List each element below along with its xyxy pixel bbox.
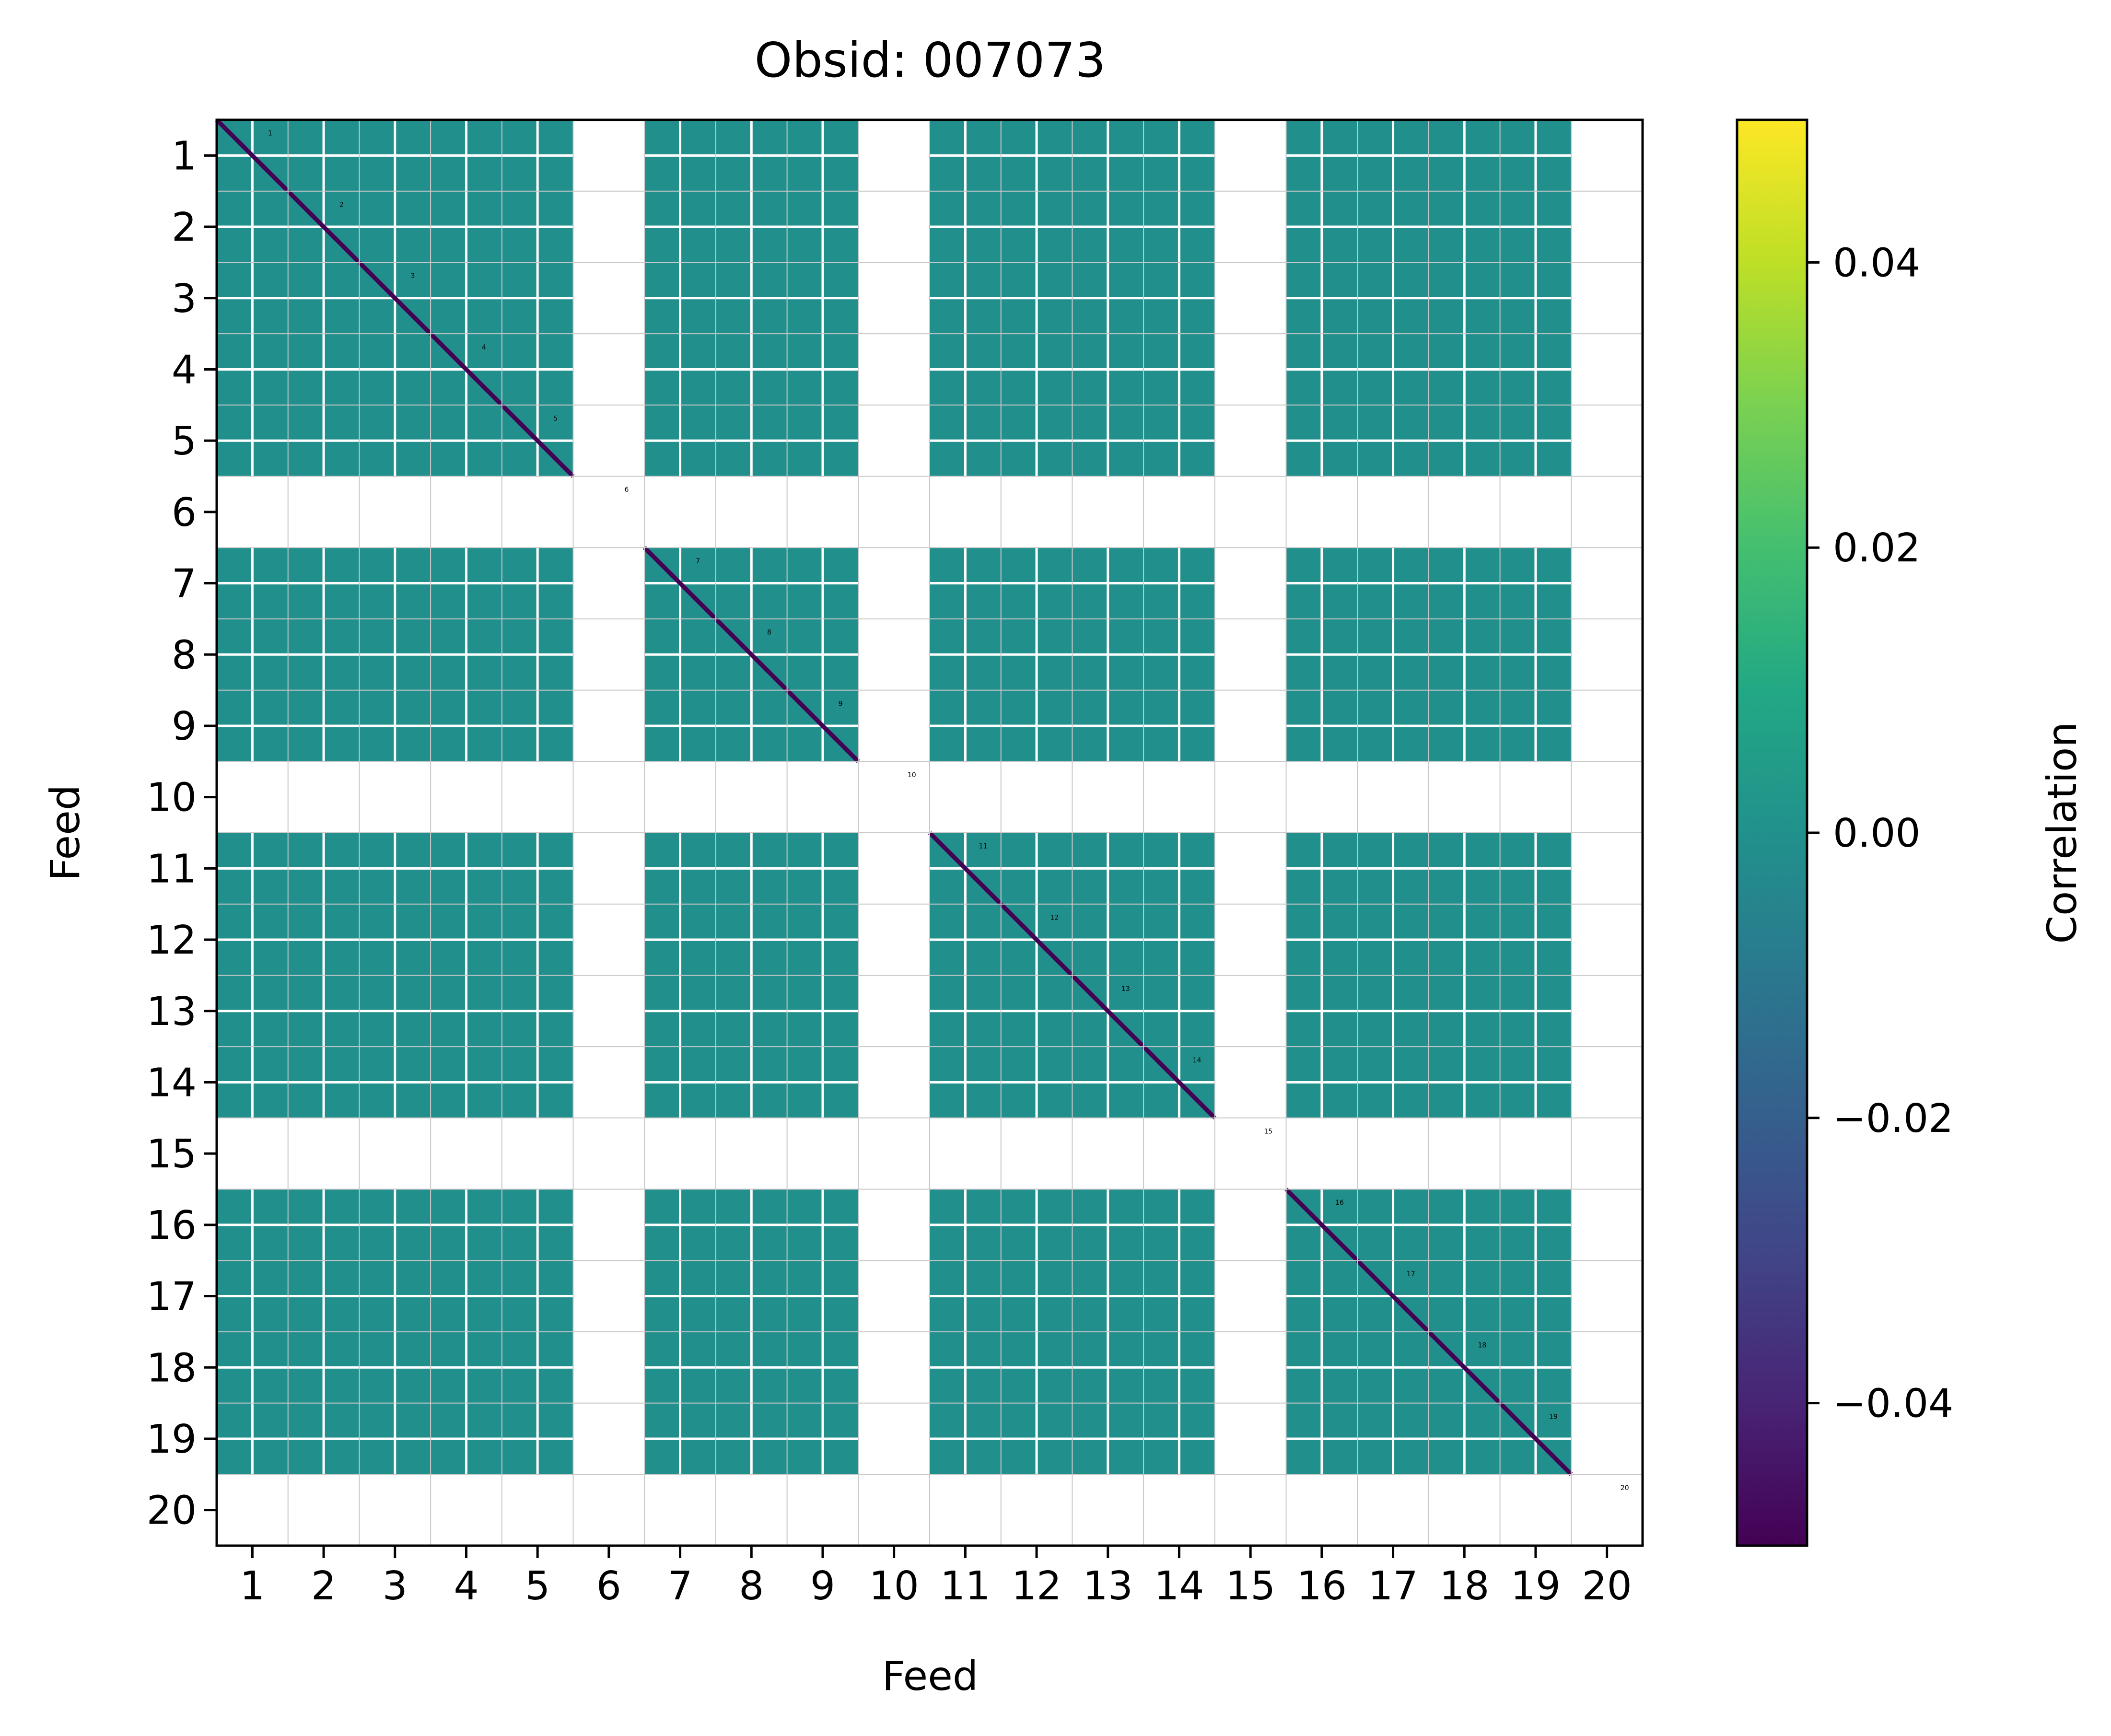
feed-annotation: 7 <box>696 558 700 565</box>
colorbar-tick-label: −0.02 <box>1833 1096 1953 1142</box>
y-tick-label: 2 <box>172 205 197 250</box>
diagonal-self-correlation <box>999 902 1074 977</box>
x-tick-label: 2 <box>311 1563 336 1609</box>
x-tick-label: 18 <box>1439 1563 1489 1609</box>
diagonal-self-correlation <box>1498 1401 1573 1476</box>
diagonal-self-correlation <box>928 831 1003 906</box>
diagonal-self-correlation <box>358 261 432 336</box>
y-tick-label: 12 <box>147 918 197 963</box>
feed-annotation: 18 <box>1478 1342 1486 1350</box>
y-tick-label: 3 <box>172 276 197 322</box>
colorbar-ticks: −0.04 −0.02 0.00 0.02 0.04 <box>1807 240 1953 1427</box>
diagonal-self-correlation <box>1284 1188 1359 1262</box>
diagonal-self-correlation <box>1071 974 1145 1049</box>
colorbar <box>1736 118 1808 1547</box>
feed-annotation: 12 <box>1050 914 1059 921</box>
y-tick-label: 13 <box>147 989 197 1035</box>
y-tick-label: 8 <box>172 632 197 678</box>
feed-annotation: 6 <box>625 486 629 494</box>
feed-annotation: 2 <box>339 201 344 209</box>
y-tick-label: 14 <box>147 1060 197 1106</box>
diagonal-self-correlation <box>1356 1259 1431 1334</box>
y-tick-label: 15 <box>147 1131 197 1177</box>
feed-annotation: 1 <box>268 130 272 138</box>
x-tick-label: 20 <box>1582 1563 1632 1609</box>
diagonal-self-correlation <box>714 617 789 692</box>
x-tick-label: 19 <box>1511 1563 1561 1609</box>
x-tick-label: 9 <box>810 1563 835 1609</box>
feed-annotation: 17 <box>1407 1270 1415 1278</box>
x-tick-label: 17 <box>1368 1563 1418 1609</box>
diagonal-self-correlation <box>286 189 361 264</box>
diagonal-self-correlation <box>500 403 575 478</box>
feed-annotation: 14 <box>1193 1057 1201 1064</box>
feed-grid <box>217 120 1643 1546</box>
y-tick-label: 17 <box>147 1274 197 1320</box>
x-axis-ticks: 1 2 3 4 5 6 7 8 9 10 11 12 13 14 15 16 17 18 19 20 <box>240 1546 1632 1609</box>
feed-annotation: 13 <box>1121 985 1130 993</box>
colorbar-tick-label: 0.04 <box>1833 240 1921 286</box>
y-tick-label: 10 <box>147 775 197 821</box>
colorbar-tick-label: 0.02 <box>1833 525 1921 571</box>
x-tick-label: 4 <box>454 1563 478 1609</box>
y-tick-label: 1 <box>172 133 197 179</box>
x-tick-label: 3 <box>383 1563 408 1609</box>
colorbar-tick-label: −0.04 <box>1833 1381 1953 1427</box>
feed-annotation: 20 <box>1621 1484 1629 1492</box>
y-tick-label: 16 <box>147 1203 197 1248</box>
diagonal-self-correlation <box>785 688 860 763</box>
colorbar-tick-label: 0.00 <box>1833 811 1921 856</box>
feed-annotation: 11 <box>979 843 988 851</box>
feed-annotation: 5 <box>553 415 558 423</box>
feed-annotation: 16 <box>1335 1199 1344 1207</box>
x-tick-label: 5 <box>525 1563 550 1609</box>
x-tick-label: 7 <box>667 1563 692 1609</box>
feed-annotation: 4 <box>482 344 486 351</box>
y-axis-title: Feed <box>42 785 89 881</box>
feed-annotation: 3 <box>410 272 415 280</box>
diagonal-self-correlation <box>1427 1330 1502 1405</box>
feed-annotation: 15 <box>1264 1128 1272 1136</box>
diagonal-self-correlation <box>215 118 290 193</box>
y-tick-label: 4 <box>172 347 197 393</box>
feed-annotation: 19 <box>1549 1413 1558 1421</box>
feed-annotation: 9 <box>839 700 843 708</box>
x-tick-label: 1 <box>240 1563 265 1609</box>
x-tick-label: 6 <box>596 1563 621 1609</box>
y-tick-label: 9 <box>172 704 197 749</box>
diagonal-self-correlation <box>1142 1045 1216 1119</box>
x-tick-label: 15 <box>1225 1563 1275 1609</box>
x-tick-label: 8 <box>739 1563 764 1609</box>
x-tick-label: 11 <box>940 1563 990 1609</box>
diagonal-self-correlation <box>643 546 718 621</box>
colorbar-label: Correlation <box>2039 722 2086 944</box>
y-tick-label: 7 <box>172 561 197 607</box>
diagonal-self-correlation <box>429 332 503 407</box>
x-tick-label: 13 <box>1083 1563 1133 1609</box>
y-tick-label: 20 <box>147 1488 197 1534</box>
heatmap-matrix <box>215 118 1573 1476</box>
x-axis-title: Feed <box>882 1653 978 1700</box>
plot-frame <box>215 118 1644 1547</box>
x-tick-label: 12 <box>1012 1563 1061 1609</box>
chart-title: Obsid: 007073 <box>755 32 1106 88</box>
x-tick-label: 14 <box>1154 1563 1204 1609</box>
x-tick-label: 10 <box>869 1563 919 1609</box>
feed-annotation: 10 <box>908 771 916 779</box>
y-tick-label: 5 <box>172 419 197 464</box>
y-tick-label: 6 <box>172 490 197 536</box>
y-tick-label: 18 <box>147 1345 197 1391</box>
y-tick-label: 11 <box>147 846 197 892</box>
x-tick-label: 16 <box>1297 1563 1347 1609</box>
feed-annotation: 8 <box>767 629 771 637</box>
y-tick-label: 19 <box>147 1417 197 1462</box>
